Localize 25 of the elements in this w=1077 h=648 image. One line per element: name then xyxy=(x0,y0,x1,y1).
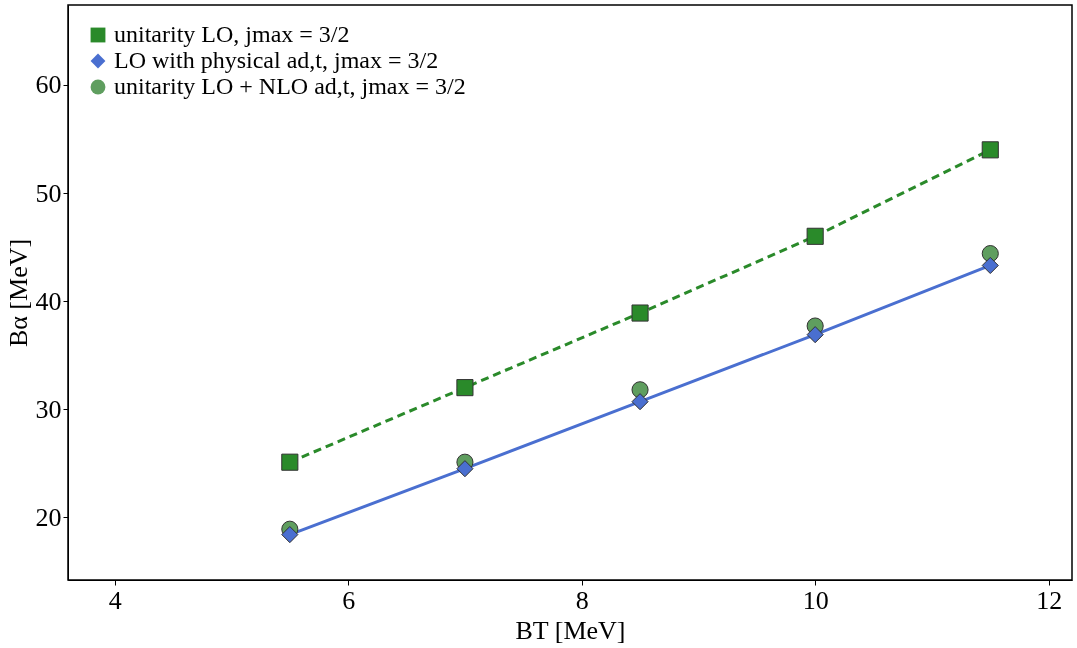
legend-label: unitarity LO + NLO ad,t, jmax = 3/2 xyxy=(114,73,466,99)
point xyxy=(281,526,299,544)
point xyxy=(456,460,474,478)
x-tick-label: 6 xyxy=(342,585,356,615)
y-tick-label: 30 xyxy=(35,394,62,424)
point xyxy=(806,326,824,344)
x-tick-label: 12 xyxy=(1036,585,1063,615)
point xyxy=(981,256,999,275)
y-tick-label: 60 xyxy=(35,70,62,100)
legend-label: LO with physical ad,t, jmax = 3/2 xyxy=(114,47,439,73)
y-tick-label: 50 xyxy=(35,178,62,208)
y-tick-label: 40 xyxy=(35,286,62,316)
y-tick-label: 20 xyxy=(35,502,62,532)
point xyxy=(281,453,299,471)
x-tick-label: 4 xyxy=(108,585,122,615)
x-axis-title: BT [MeV] xyxy=(515,615,626,645)
legend-label: unitarity LO, jmax = 3/2 xyxy=(114,21,350,47)
point xyxy=(806,227,824,245)
point xyxy=(981,141,999,159)
point xyxy=(631,393,649,411)
y-axis-title: Bα [MeV] xyxy=(3,238,33,348)
point xyxy=(456,379,474,397)
point xyxy=(631,304,649,322)
x-tick-label: 10 xyxy=(802,585,829,615)
x-tick-label: 8 xyxy=(575,585,589,615)
